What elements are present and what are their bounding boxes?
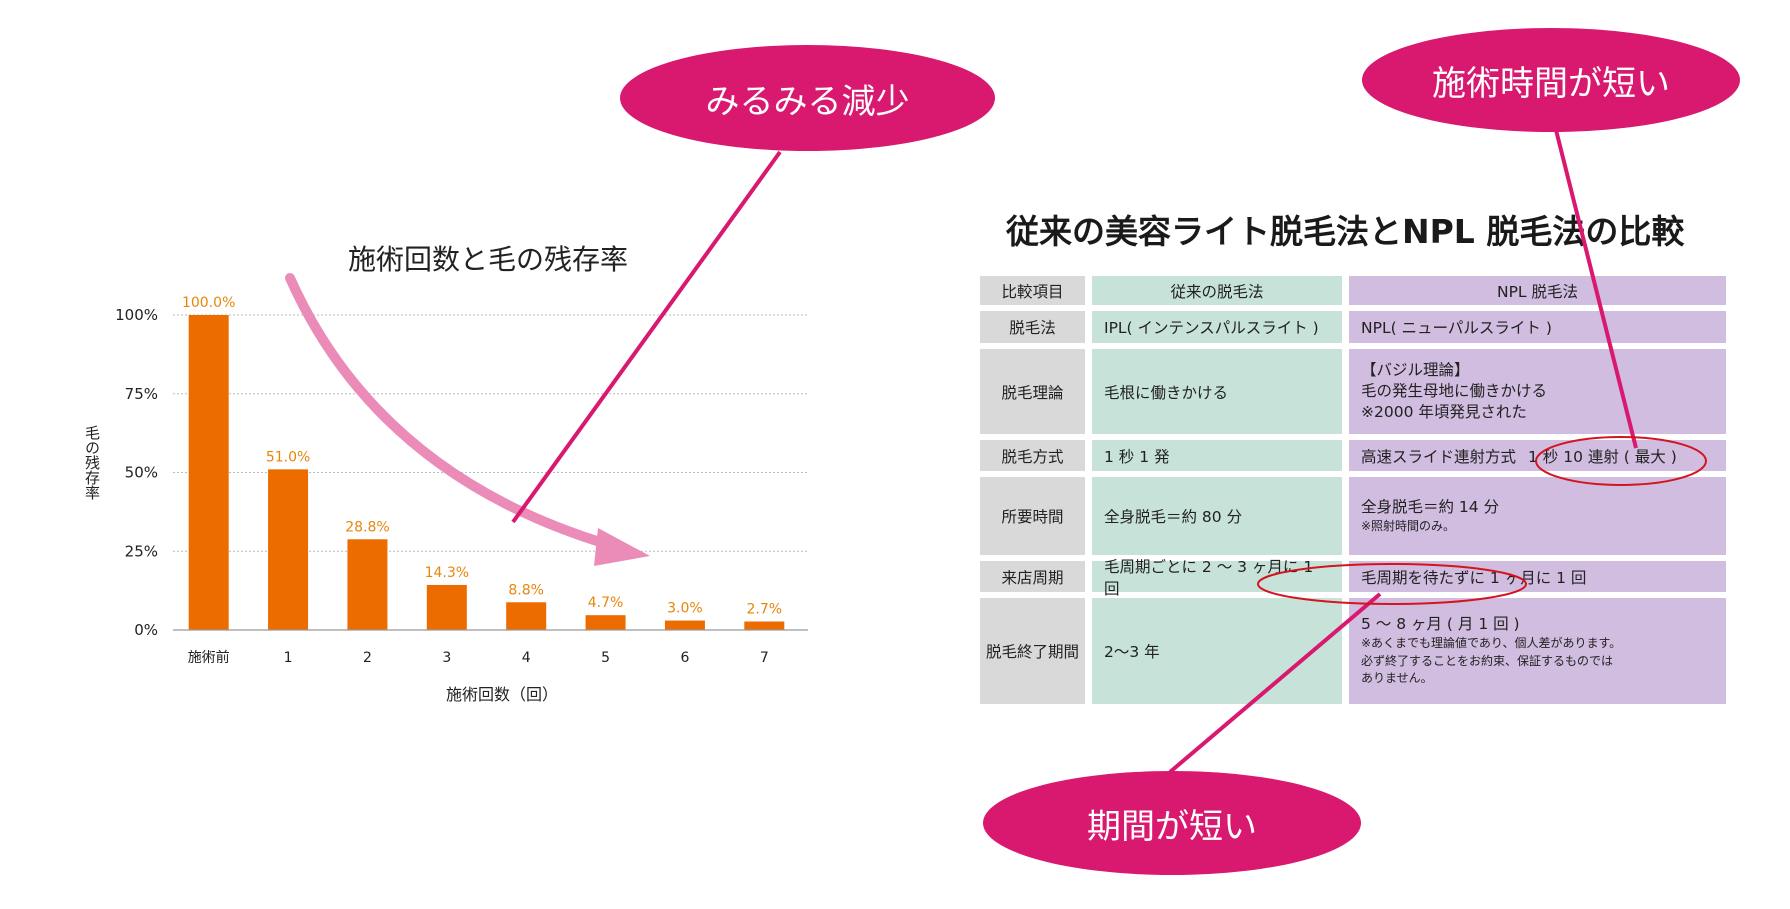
callout-rapid-decrease: みるみる減少 (620, 45, 995, 151)
header-item: 比較項目 (980, 276, 1085, 305)
y-axis-label: 毛の残存率 (83, 425, 101, 500)
highlight-ellipse-shot-rate (1535, 436, 1707, 486)
conventional-cell: IPL( インテンスパルスライト ) (1092, 311, 1342, 343)
trend-arrow (285, 273, 625, 553)
bar-value-label: 100.0% (182, 295, 235, 311)
table-row-theory: 脱毛理論 毛根に働きかける 【バジル理論】 毛の発生母地に働きかける ※2000… (980, 349, 1726, 434)
bar (744, 621, 785, 630)
bar-value-label: 28.8% (345, 519, 389, 535)
npl-cell: 【バジル理論】 毛の発生母地に働きかける ※2000 年頃発見された (1349, 349, 1726, 434)
bar (188, 315, 229, 630)
trend-arrow-head (594, 528, 650, 566)
npl-theory-line: 毛の発生母地に働きかける (1361, 382, 1548, 401)
npl-duration-note: ※照射時間のみ。 (1361, 518, 1456, 533)
npl-completion-note: 必ず終了することをお約束、保証するものでは (1361, 653, 1614, 668)
conventional-cell: 1 秒 1 発 (1092, 440, 1342, 471)
pointer-line-short-treatment (1554, 129, 1638, 449)
npl-completion-note: ※あくまでも理論値であり、個人差があります。 (1361, 636, 1622, 651)
npl-system-highlight: 1 秒 10 連射 ( 最大 ) (1528, 447, 1677, 466)
table-header-row: 比較項目 従来の脱毛法 NPL 脱毛法 (980, 276, 1726, 305)
bar-value-label: 51.0% (266, 449, 310, 465)
x-tick-label: 3 (442, 650, 451, 666)
conventional-cell: 2〜3 年 (1092, 598, 1342, 704)
row-label: 脱毛終了期間 (980, 598, 1085, 704)
row-label: 所要時間 (980, 477, 1085, 555)
x-axis-label: 施術回数（回） (446, 685, 558, 704)
y-tick-label: 0% (134, 621, 158, 639)
npl-completion-note: ありません。 (1361, 671, 1433, 686)
y-tick-label: 100% (115, 306, 158, 324)
npl-cell: 全身脱毛＝約 14 分 ※照射時間のみ。 (1349, 477, 1726, 555)
row-label: 来店周期 (980, 561, 1085, 592)
table-row-method: 脱毛法 IPL( インテンスパルスライト ) NPL( ニューパルスライト ) (980, 311, 1726, 343)
x-tick-label: 4 (522, 650, 531, 666)
npl-duration-text: 全身脱毛＝約 14 分 (1361, 497, 1500, 516)
comparison-table: 比較項目 従来の脱毛法 NPL 脱毛法 脱毛法 IPL( インテンスパルスライト… (980, 276, 1726, 710)
header-conventional: 従来の脱毛法 (1092, 276, 1342, 305)
x-tick-label: 1 (284, 650, 293, 666)
chart-bars (188, 315, 785, 630)
npl-theory-line: 【バジル理論】 (1361, 361, 1470, 380)
bar (426, 584, 467, 630)
x-tick-label: 6 (680, 650, 689, 666)
row-label: 脱毛理論 (980, 349, 1085, 434)
bar-value-label: 14.3% (425, 565, 469, 581)
table-title: 従来の美容ライト脱毛法とNPL 脱毛法の比較 (1006, 212, 1685, 251)
y-tick-label: 50% (125, 464, 158, 482)
x-tick-label: 施術前 (188, 649, 230, 666)
conventional-cell: 毛周期ごとに 2 〜 3 ヶ月に 1 回 (1092, 558, 1342, 598)
table-row-visit-cycle: 来店周期 毛周期ごとに 2 〜 3 ヶ月に 1 回 毛周期を待たずに 1 ヶ月に… (980, 558, 1726, 598)
pointer-line-rapid-decrease (511, 150, 782, 524)
bar (585, 615, 626, 630)
callout-short-treatment: 施術時間が短い (1362, 28, 1740, 132)
npl-cell: 毛周期を待たずに 1 ヶ月に 1 回 (1349, 561, 1726, 592)
row-label: 脱毛方式 (980, 440, 1085, 471)
conventional-cell: 毛根に働きかける (1092, 349, 1342, 434)
npl-cell: 5 〜 8 ヶ月 ( 月 1 回 ) ※あくまでも理論値であり、個人差があります… (1349, 598, 1726, 704)
highlight-ellipse-visit-cycle (1257, 563, 1527, 605)
bar-value-label: 8.8% (508, 582, 544, 598)
bar (664, 620, 705, 630)
y-tick-label: 75% (125, 385, 158, 403)
row-label: 脱毛法 (980, 311, 1085, 343)
npl-completion-text: 5 〜 8 ヶ月 ( 月 1 回 ) (1361, 615, 1520, 634)
callout-short-period: 期間が短い (983, 771, 1361, 875)
bar (268, 469, 309, 630)
pointer-line-short-period (1168, 592, 1382, 774)
bar-value-label: 2.7% (747, 601, 783, 617)
table-row-completion: 脱毛終了期間 2〜3 年 5 〜 8 ヶ月 ( 月 1 回 ) ※あくまでも理論… (980, 598, 1726, 704)
x-tick-label: 2 (363, 650, 372, 666)
conventional-cell: 全身脱毛＝約 80 分 (1092, 477, 1342, 555)
npl-cell: NPL( ニューパルスライト ) (1349, 311, 1726, 343)
table-row-duration: 所要時間 全身脱毛＝約 80 分 全身脱毛＝約 14 分 ※照射時間のみ。 (980, 477, 1726, 555)
npl-theory-line: ※2000 年頃発見された (1361, 402, 1527, 421)
bar (347, 539, 388, 630)
header-npl: NPL 脱毛法 (1349, 276, 1726, 305)
bar-value-label: 3.0% (667, 601, 703, 617)
bar (506, 602, 547, 630)
x-tick-label: 7 (760, 650, 769, 666)
chart-labels: 0% 25% 50% 75% 100% 100.0% 施術前 51.0% 1 28.8% 2 14.3… (115, 295, 782, 666)
npl-system-text: 高速スライド連射方式 (1361, 447, 1517, 466)
y-tick-label: 25% (125, 542, 158, 560)
chart-title: 施術回数と毛の残存率 (348, 243, 629, 276)
x-tick-label: 5 (601, 650, 610, 666)
bar-value-label: 4.7% (588, 595, 624, 611)
